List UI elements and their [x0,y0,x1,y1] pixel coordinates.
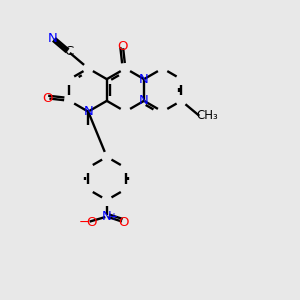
Text: O: O [118,40,128,53]
Text: O: O [118,215,129,229]
Text: N: N [139,94,149,107]
Text: N: N [83,105,93,118]
Text: N: N [102,210,112,223]
Text: CH₃: CH₃ [197,109,219,122]
Text: −: − [79,215,89,229]
Text: C: C [64,45,73,58]
Text: +: + [110,212,117,222]
Text: O: O [43,92,53,105]
Text: N: N [139,73,149,86]
Text: O: O [87,215,97,229]
Text: N: N [48,32,58,45]
